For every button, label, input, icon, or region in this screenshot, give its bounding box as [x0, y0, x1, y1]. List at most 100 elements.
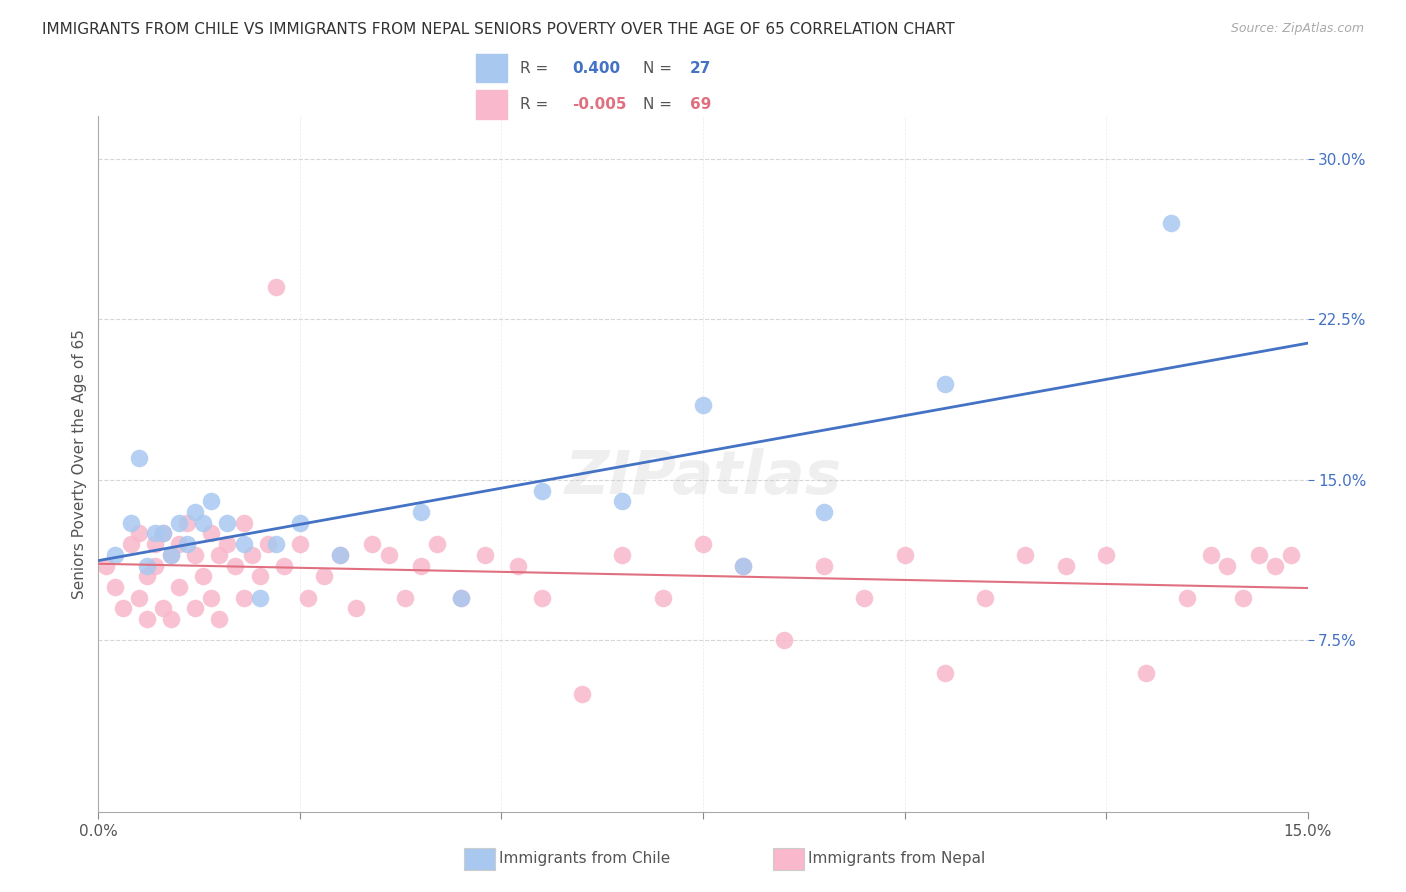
Point: [329, 548, 352, 562]
Point: [1216, 558, 1239, 573]
Text: Source: ZipAtlas.com: Source: ZipAtlas.com: [1230, 22, 1364, 36]
Point: [208, 548, 231, 562]
Point: [344, 601, 367, 615]
Point: [409, 558, 432, 573]
Point: [143, 558, 166, 573]
Point: [232, 537, 254, 551]
Point: [167, 537, 190, 551]
Point: [1249, 548, 1271, 562]
Point: [1264, 558, 1286, 573]
Point: [506, 558, 529, 573]
Point: [240, 548, 263, 562]
Point: [974, 591, 997, 605]
Point: [96, 558, 118, 573]
Point: [217, 537, 239, 551]
Point: [200, 494, 222, 508]
Text: 0.400: 0.400: [572, 61, 620, 76]
Point: [853, 591, 876, 605]
Point: [394, 591, 416, 605]
Point: [273, 558, 295, 573]
Point: [176, 516, 198, 530]
Point: [1135, 665, 1157, 680]
Point: [200, 591, 222, 605]
Point: [1095, 548, 1118, 562]
Point: [167, 516, 190, 530]
Point: [152, 601, 174, 615]
Bar: [477, 54, 508, 82]
Point: [111, 601, 134, 615]
Point: [1054, 558, 1077, 573]
Point: [160, 548, 183, 562]
Bar: [477, 90, 508, 119]
Point: [361, 537, 384, 551]
Point: [314, 569, 336, 583]
Point: [651, 591, 673, 605]
Text: R =: R =: [520, 61, 553, 76]
Point: [128, 526, 150, 541]
Point: [934, 665, 956, 680]
Point: [193, 569, 215, 583]
Text: ZIPatlas: ZIPatlas: [564, 449, 842, 508]
Point: [1232, 591, 1254, 605]
Y-axis label: Seniors Poverty Over the Age of 65: Seniors Poverty Over the Age of 65: [72, 329, 87, 599]
Point: [1199, 548, 1222, 562]
Point: [813, 505, 835, 519]
Point: [208, 612, 231, 626]
Point: [152, 526, 174, 541]
Point: [103, 580, 125, 594]
Point: [249, 569, 271, 583]
Text: N =: N =: [644, 97, 678, 112]
Point: [288, 516, 311, 530]
Text: -0.005: -0.005: [572, 97, 627, 112]
Text: Immigrants from Nepal: Immigrants from Nepal: [808, 852, 986, 866]
Point: [530, 591, 553, 605]
Point: [232, 591, 254, 605]
Point: [297, 591, 319, 605]
Point: [135, 569, 157, 583]
Text: Immigrants from Chile: Immigrants from Chile: [499, 852, 671, 866]
Point: [249, 591, 271, 605]
Point: [120, 537, 142, 551]
Point: [143, 537, 166, 551]
Point: [135, 558, 157, 573]
Point: [813, 558, 835, 573]
Point: [184, 505, 207, 519]
Point: [474, 548, 496, 562]
Point: [217, 516, 239, 530]
Point: [143, 526, 166, 541]
Point: [176, 537, 198, 551]
Point: [135, 612, 157, 626]
Point: [264, 537, 287, 551]
Point: [1160, 216, 1182, 230]
Point: [193, 516, 215, 530]
Point: [264, 280, 287, 294]
Point: [184, 548, 207, 562]
Point: [692, 398, 714, 412]
Point: [377, 548, 399, 562]
Point: [450, 591, 472, 605]
Point: [934, 376, 956, 391]
Point: [530, 483, 553, 498]
Text: N =: N =: [644, 61, 678, 76]
Point: [409, 505, 432, 519]
Text: R =: R =: [520, 97, 553, 112]
Point: [200, 526, 222, 541]
Point: [160, 612, 183, 626]
Point: [160, 548, 183, 562]
Point: [571, 687, 593, 701]
Point: [167, 580, 190, 594]
Point: [612, 494, 634, 508]
Point: [329, 548, 352, 562]
Point: [120, 516, 142, 530]
Point: [184, 601, 207, 615]
Point: [288, 537, 311, 551]
Text: 69: 69: [690, 97, 711, 112]
Point: [1014, 548, 1036, 562]
Point: [128, 451, 150, 466]
Point: [152, 526, 174, 541]
Point: [232, 516, 254, 530]
Point: [426, 537, 449, 551]
Point: [103, 548, 125, 562]
Point: [256, 537, 278, 551]
Text: 27: 27: [690, 61, 711, 76]
